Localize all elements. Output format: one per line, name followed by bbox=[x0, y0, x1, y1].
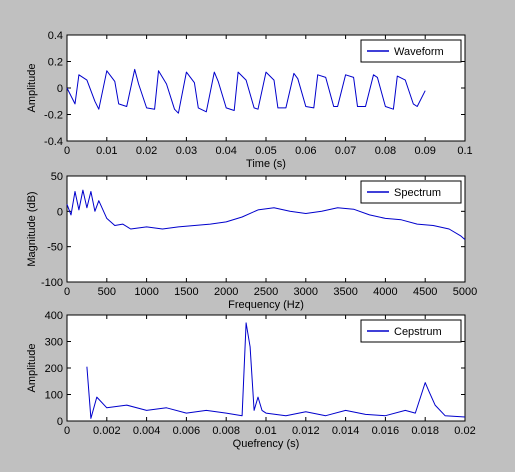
x-tick-label: 0.006 bbox=[173, 425, 201, 437]
x-tick-label: 0.09 bbox=[414, 145, 435, 157]
y-tick-label: 0.2 bbox=[48, 57, 63, 69]
chart-1: 0 0.01 0.02 0.03 0.04 0.05 0.06 0.07 0.08 0.09 0.1… bbox=[26, 30, 473, 170]
x-tick-label: 0.01 bbox=[255, 425, 276, 437]
y-axis-label: Magnitude (dB) bbox=[26, 191, 38, 266]
y-tick-label: 100 bbox=[45, 390, 63, 402]
x-tick-label: 4000 bbox=[373, 286, 397, 298]
y-tick-label: 0.4 bbox=[48, 30, 63, 42]
y-axis-label: Amplitude bbox=[26, 344, 38, 393]
x-tick-label: 1000 bbox=[134, 286, 158, 298]
x-tick-label: 2000 bbox=[214, 286, 238, 298]
x-tick-label: 0.1 bbox=[457, 145, 472, 157]
x-tick-label: 0 bbox=[64, 286, 70, 298]
x-tick-label: 2500 bbox=[254, 286, 278, 298]
y-tick-label: 50 bbox=[51, 171, 63, 183]
x-tick-label: 0.01 bbox=[96, 145, 117, 157]
x-tick-label: 0.08 bbox=[375, 145, 396, 157]
x-tick-label: 0.02 bbox=[136, 145, 157, 157]
x-tick-label: 3500 bbox=[333, 286, 357, 298]
y-tick-label: -100 bbox=[41, 277, 63, 289]
x-axis-label: Time (s) bbox=[246, 158, 286, 170]
x-axis-label: Frequency (Hz) bbox=[228, 299, 304, 311]
x-tick-label: 3000 bbox=[294, 286, 318, 298]
legend: Waveform bbox=[360, 39, 462, 63]
y-tick-label: 0 bbox=[57, 206, 63, 218]
y-tick-label: -50 bbox=[47, 242, 63, 254]
y-tick-label: -0.4 bbox=[44, 136, 63, 148]
y-tick-label: 0 bbox=[57, 416, 63, 428]
x-tick-label: 1500 bbox=[174, 286, 198, 298]
legend-box bbox=[360, 180, 462, 204]
x-tick-label: 0 bbox=[64, 145, 70, 157]
x-tick-label: 0.012 bbox=[292, 425, 320, 437]
series-line-cepstrum bbox=[86, 322, 466, 419]
x-tick-label: 0.03 bbox=[176, 145, 197, 157]
x-tick-label: 0.008 bbox=[212, 425, 240, 437]
y-tick-label: -0.2 bbox=[44, 110, 63, 122]
x-tick-label: 0 bbox=[64, 425, 70, 437]
y-tick-label: 300 bbox=[45, 337, 63, 349]
x-tick-label: 0.004 bbox=[133, 425, 161, 437]
x-tick-label: 0.07 bbox=[335, 145, 356, 157]
y-tick-label: 0 bbox=[57, 83, 63, 95]
y-tick-label: 200 bbox=[45, 363, 63, 375]
x-tick-label: 0.002 bbox=[93, 425, 121, 437]
legend-box bbox=[360, 319, 462, 343]
legend-label: Waveform bbox=[394, 46, 444, 58]
y-tick-label: 400 bbox=[45, 310, 63, 322]
x-tick-label: 0.04 bbox=[215, 145, 236, 157]
x-tick-label: 0.018 bbox=[411, 425, 439, 437]
legend: Spectrum bbox=[360, 180, 462, 204]
chart-3: 0 0.002 0.004 0.006 0.008 0.01 0.012 0.014 0.016… bbox=[26, 310, 476, 450]
x-tick-label: 0.02 bbox=[454, 425, 475, 437]
legend-label: Cepstrum bbox=[394, 326, 442, 338]
x-tick-label: 0.014 bbox=[332, 425, 360, 437]
legend: Cepstrum bbox=[360, 319, 462, 343]
legend-label: Spectrum bbox=[394, 187, 441, 199]
x-tick-label: 0.016 bbox=[372, 425, 400, 437]
x-tick-label: 0.05 bbox=[255, 145, 276, 157]
legend-box bbox=[360, 39, 462, 63]
series-line-spectrum bbox=[66, 189, 466, 240]
x-tick-label: 5000 bbox=[453, 286, 477, 298]
chart-2: 0 500 1000 1500 2000 2500 3000 3500 4000 4500 5000… bbox=[26, 171, 477, 311]
x-axis-label: Quefrency (s) bbox=[233, 438, 300, 450]
series-line-waveform bbox=[66, 68, 426, 114]
x-tick-label: 500 bbox=[98, 286, 116, 298]
y-axis-label: Amplitude bbox=[26, 64, 38, 113]
x-tick-label: 0.06 bbox=[295, 145, 316, 157]
x-tick-label: 4500 bbox=[413, 286, 437, 298]
